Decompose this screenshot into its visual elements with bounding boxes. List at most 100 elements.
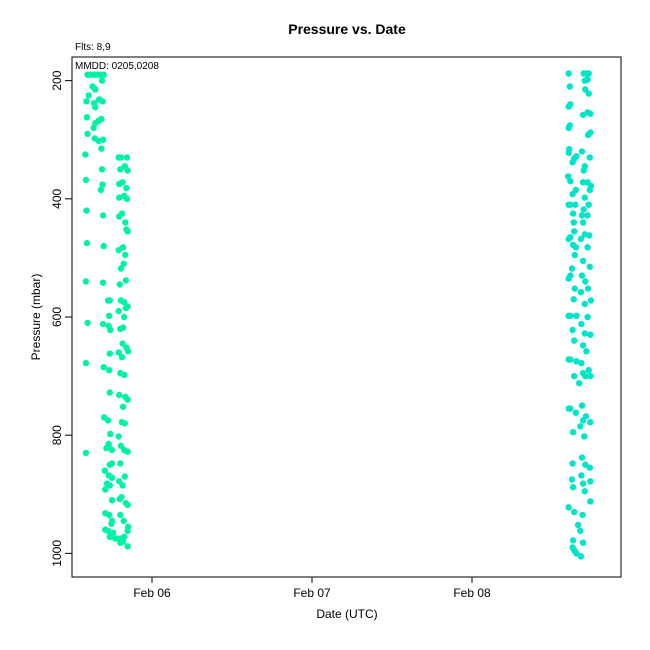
- data-point: [124, 396, 131, 403]
- data-point: [99, 136, 107, 143]
- data-point: [574, 521, 582, 529]
- data-point: [571, 337, 578, 344]
- data-point: [106, 533, 114, 540]
- data-point: [106, 297, 114, 304]
- data-point: [98, 77, 106, 84]
- data-point: [121, 313, 128, 321]
- data-point: [124, 527, 131, 535]
- data-point: [116, 281, 124, 288]
- data-point: [119, 324, 127, 331]
- data-point: [584, 313, 591, 321]
- data-point: [584, 131, 592, 139]
- data-point: [578, 148, 586, 155]
- data-point: [569, 190, 576, 198]
- data-point: [117, 166, 124, 173]
- x-tick-label-1: Feb 07: [293, 586, 331, 600]
- data-point: [570, 296, 577, 303]
- data-point: [92, 86, 99, 93]
- data-point: [99, 320, 107, 328]
- data-point: [100, 242, 107, 250]
- data-point: [119, 403, 127, 410]
- data-point: [581, 300, 588, 308]
- data-point: [580, 206, 587, 213]
- data-point: [585, 367, 592, 374]
- data-point: [82, 176, 90, 184]
- data-point: [122, 277, 130, 284]
- data-point: [124, 448, 131, 455]
- data-point: [567, 177, 574, 185]
- y-tick-label-800: 800: [50, 425, 64, 445]
- data-point: [584, 285, 592, 292]
- data-point: [579, 257, 587, 265]
- data-point: [569, 210, 577, 217]
- data-point: [587, 110, 594, 117]
- y-tick-label-400: 400: [50, 188, 64, 208]
- data-point: [107, 430, 114, 438]
- data-point: [569, 460, 576, 467]
- data-point: [83, 98, 90, 105]
- data-point: [587, 297, 595, 304]
- data-point: [578, 402, 586, 409]
- data-point: [587, 498, 594, 505]
- y-tick-label-1000: 1000: [50, 540, 64, 567]
- data-point: [122, 304, 130, 312]
- data-point: [568, 476, 576, 483]
- data-point: [569, 537, 577, 544]
- x-tick-label-2: Feb 08: [453, 586, 491, 600]
- chart-title: Pressure vs. Date: [288, 21, 406, 37]
- plot-frame: [71, 56, 622, 578]
- data-point: [121, 371, 128, 379]
- data-point: [578, 272, 586, 279]
- data-point: [584, 212, 591, 219]
- data-point: [573, 312, 580, 319]
- data-point: [85, 92, 92, 99]
- data-point: [84, 319, 91, 327]
- data-point: [118, 494, 125, 501]
- y-tick-label-200: 200: [50, 70, 64, 90]
- data-point: [100, 364, 107, 371]
- data-point: [569, 159, 576, 166]
- data-point: [579, 179, 587, 186]
- data-point: [106, 350, 114, 357]
- data-point: [106, 511, 113, 519]
- data-point: [119, 538, 127, 545]
- data-point: [571, 285, 578, 292]
- flights-annotation: Flts: 8,9: [75, 42, 111, 53]
- data-point: [106, 312, 113, 319]
- data-point: [84, 130, 91, 137]
- data-point: [97, 186, 105, 194]
- data-point: [122, 251, 129, 259]
- x-axis-label: Date (UTC): [316, 607, 377, 621]
- data-point: [569, 429, 577, 436]
- y-axis: 200 400 600 800 1000: [50, 70, 72, 567]
- data-point: [571, 372, 578, 380]
- data-point: [567, 201, 574, 208]
- data-point: [121, 420, 128, 427]
- data-point: [124, 348, 132, 355]
- data-point: [568, 265, 576, 272]
- data-point: [83, 239, 91, 247]
- data-point: [92, 104, 99, 111]
- data-point: [116, 391, 123, 399]
- data-point: [566, 83, 573, 90]
- data-point: [106, 482, 114, 489]
- data-point: [582, 278, 589, 285]
- data-point: [119, 482, 126, 489]
- data-point: [567, 356, 574, 363]
- data-point: [101, 467, 109, 474]
- data-point: [572, 201, 579, 208]
- data-point: [123, 185, 130, 192]
- data-point: [83, 207, 90, 214]
- data-point: [123, 154, 131, 161]
- data-point: [571, 251, 578, 259]
- data-point: [98, 145, 105, 152]
- data-point: [581, 330, 588, 337]
- data-point: [581, 488, 588, 495]
- data-point: [585, 201, 592, 208]
- data-point: [118, 354, 126, 361]
- data-point: [577, 553, 585, 560]
- data-point: [99, 279, 107, 286]
- data-point: [120, 260, 127, 267]
- data-point: [115, 307, 122, 315]
- data-point: [112, 535, 119, 542]
